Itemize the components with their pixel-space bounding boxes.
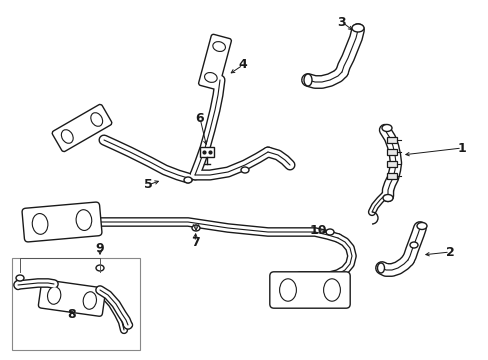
Ellipse shape bbox=[123, 321, 132, 328]
FancyBboxPatch shape bbox=[39, 280, 105, 316]
Text: 3: 3 bbox=[337, 15, 346, 28]
Text: 5: 5 bbox=[143, 179, 152, 192]
FancyBboxPatch shape bbox=[22, 202, 102, 242]
Ellipse shape bbox=[15, 280, 21, 289]
Ellipse shape bbox=[382, 194, 392, 202]
Ellipse shape bbox=[204, 72, 217, 82]
Text: 8: 8 bbox=[67, 309, 76, 321]
Ellipse shape bbox=[381, 125, 391, 131]
Ellipse shape bbox=[409, 242, 417, 248]
FancyBboxPatch shape bbox=[52, 104, 112, 152]
Ellipse shape bbox=[192, 225, 200, 231]
FancyBboxPatch shape bbox=[269, 272, 349, 308]
Ellipse shape bbox=[96, 265, 104, 271]
Text: 6: 6 bbox=[195, 112, 204, 125]
Ellipse shape bbox=[16, 275, 24, 281]
Text: 7: 7 bbox=[190, 235, 199, 248]
Bar bbox=[12, 258, 140, 350]
Ellipse shape bbox=[32, 213, 48, 234]
Text: 10: 10 bbox=[308, 224, 326, 237]
Ellipse shape bbox=[61, 130, 73, 143]
Ellipse shape bbox=[241, 167, 248, 173]
Text: 9: 9 bbox=[96, 242, 104, 255]
Bar bbox=[386, 161, 396, 167]
FancyBboxPatch shape bbox=[200, 147, 214, 157]
FancyBboxPatch shape bbox=[198, 34, 231, 90]
Ellipse shape bbox=[323, 279, 340, 301]
Ellipse shape bbox=[83, 292, 96, 309]
Text: 2: 2 bbox=[445, 246, 453, 258]
Ellipse shape bbox=[377, 263, 384, 273]
Bar bbox=[386, 149, 396, 155]
Text: 1: 1 bbox=[457, 141, 466, 154]
Ellipse shape bbox=[47, 287, 61, 304]
Bar bbox=[386, 173, 396, 179]
Ellipse shape bbox=[351, 24, 363, 32]
Ellipse shape bbox=[279, 279, 296, 301]
Ellipse shape bbox=[325, 229, 333, 235]
Ellipse shape bbox=[76, 210, 92, 230]
Ellipse shape bbox=[91, 113, 102, 126]
Ellipse shape bbox=[183, 177, 192, 183]
Bar bbox=[386, 137, 396, 143]
Ellipse shape bbox=[304, 74, 311, 86]
Ellipse shape bbox=[212, 42, 225, 51]
Text: 4: 4 bbox=[238, 58, 247, 72]
Ellipse shape bbox=[416, 222, 426, 230]
